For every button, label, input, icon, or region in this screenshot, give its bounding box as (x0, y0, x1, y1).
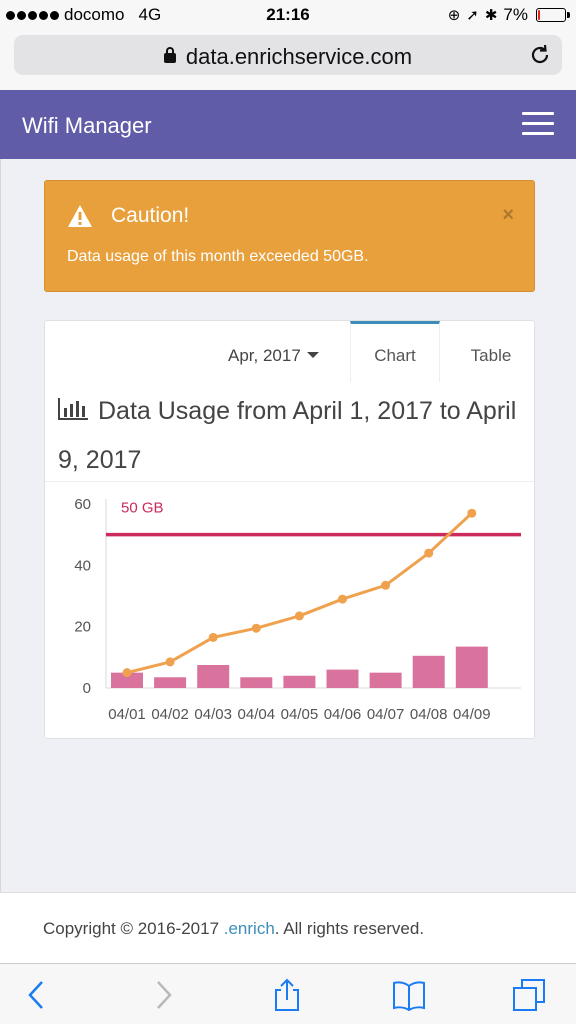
browser-address-area: data.enrichservice.com (0, 30, 576, 90)
orientation-lock-icon: ⊕ (447, 7, 461, 24)
tab-table[interactable]: Table (470, 346, 512, 365)
lock-icon (163, 47, 176, 63)
menu-icon[interactable] (522, 112, 554, 138)
clock: 21:16 (266, 5, 310, 24)
url-text: data.enrichservice.com (185, 44, 413, 69)
cumulative-line (126, 512, 473, 675)
battery-icon (536, 8, 570, 22)
line-point (467, 508, 477, 518)
caret-down-icon (306, 352, 319, 358)
main-content: Caution! × Data usage of this month exce… (0, 159, 576, 892)
bar (369, 672, 402, 688)
usage-chart: 0 20 40 60 50 GB 04/01 04/02 04/03 04/04 04/05 04/… (74, 496, 521, 723)
x-tick-label: 04/09 (453, 706, 491, 723)
alert-message: Data usage of this month exceeded 50GB. (67, 248, 369, 265)
tab-chart[interactable]: Chart (350, 321, 440, 382)
caution-alert: Caution! × Data usage of this month exce… (44, 180, 535, 292)
bar (326, 669, 359, 688)
bar-chart-icon (58, 398, 88, 420)
line-point (122, 668, 132, 678)
network-type: 4G (138, 5, 162, 24)
bluetooth-icon: ✱ (484, 7, 498, 24)
x-tick-label: 04/04 (238, 706, 276, 723)
tabs-icon[interactable] (512, 978, 546, 1012)
app-title[interactable]: Wifi Manager (22, 113, 152, 138)
x-tick-label: 04/03 (194, 706, 232, 723)
battery-percent: 7% (503, 5, 528, 24)
carrier-name: docomo (64, 5, 125, 24)
y-tick-label: 20 (74, 619, 91, 636)
share-icon[interactable] (270, 978, 304, 1012)
forward-icon[interactable] (146, 978, 180, 1012)
month-value: Apr, 2017 (228, 346, 301, 365)
x-tick-label: 04/08 (410, 706, 448, 723)
bar (154, 677, 187, 688)
y-tick-label: 0 (83, 680, 91, 697)
line-point (424, 548, 434, 558)
bar (197, 665, 230, 688)
page-footer: Copyright © 2016-2017 .enrich. All right… (0, 892, 576, 963)
status-bar: docomo 4G 21:16 ⊕ ➚ ✱ 7% (0, 0, 576, 30)
line-point (251, 623, 261, 633)
threshold-label: 50 GB (121, 500, 164, 517)
back-icon[interactable] (20, 978, 54, 1012)
bar (111, 672, 143, 688)
line-point (165, 657, 175, 667)
close-icon[interactable]: × (502, 204, 514, 226)
copyright-text: Copyright © 2016-2017 .enrich. All right… (43, 919, 425, 938)
bar (283, 675, 316, 688)
bar (412, 655, 445, 688)
x-tick-label: 04/07 (367, 706, 405, 723)
x-tick-label: 04/06 (324, 706, 362, 723)
month-dropdown[interactable]: Apr, 2017 (228, 346, 319, 366)
signal-strength-icon (6, 10, 59, 20)
warning-icon (68, 205, 92, 227)
browser-toolbar (0, 963, 576, 1024)
enrich-link[interactable]: .enrich (223, 919, 275, 938)
alert-title: Caution! (111, 204, 190, 227)
usage-card: Apr, 2017 Chart Table Data Usage from Ap… (44, 320, 535, 739)
x-tick-label: 04/02 (151, 706, 189, 723)
bar (240, 677, 273, 688)
app-header: Wifi Manager (0, 90, 576, 159)
y-tick-label: 60 (74, 496, 91, 513)
line-point (381, 580, 391, 590)
bar (455, 646, 488, 688)
y-tick-label: 40 (74, 557, 91, 574)
chart-title: Data Usage from April 1, 2017 to April 9… (58, 397, 517, 474)
location-icon: ➚ (466, 7, 479, 24)
line-point (338, 594, 347, 604)
line-point (208, 632, 218, 642)
reload-icon[interactable] (528, 43, 552, 67)
x-tick-label: 04/05 (281, 706, 319, 723)
address-bar[interactable]: data.enrichservice.com (14, 35, 562, 75)
bookmarks-icon[interactable] (392, 978, 426, 1012)
x-tick-label: 04/01 (108, 706, 146, 723)
line-point (294, 611, 304, 621)
